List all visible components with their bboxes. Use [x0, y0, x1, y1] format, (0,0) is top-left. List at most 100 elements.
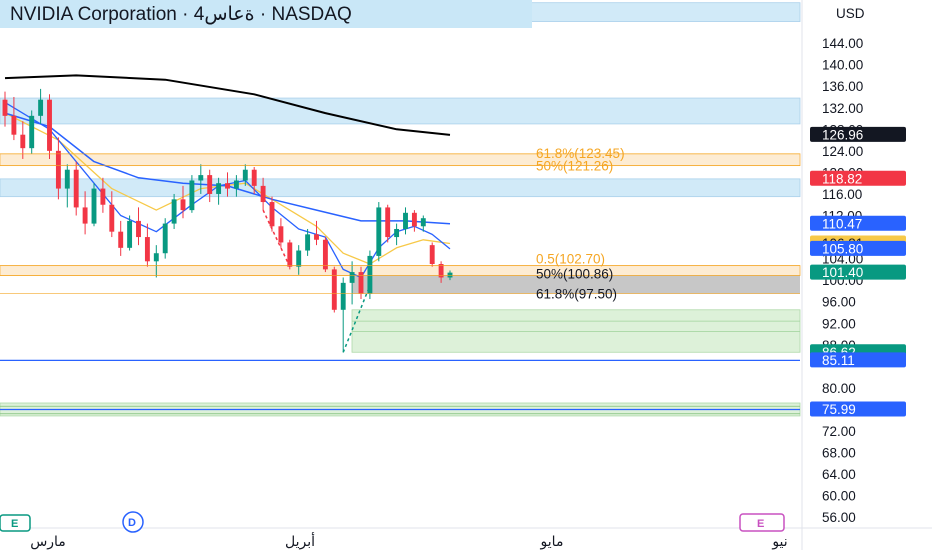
fib-label-3: 50%(100.86): [536, 267, 613, 282]
candle-10: [91, 183, 97, 227]
candle-body-23: [207, 175, 213, 194]
price-tick-5: 124.00: [822, 144, 863, 159]
candle-33: [296, 245, 302, 275]
candle-11: [100, 177, 106, 213]
zone-fib-4: [0, 265, 801, 276]
candle-body-40: [358, 272, 364, 294]
candle-body-22: [198, 175, 204, 181]
price-tick-17: 68.00: [822, 446, 856, 461]
candle-21: [189, 175, 195, 213]
candle-2: [20, 121, 26, 159]
zone-blue-1: [0, 97, 801, 125]
candle-12: [109, 191, 115, 238]
price-tick-19: 60.00: [822, 489, 856, 504]
price-axis[interactable]: 144.00140.00136.00132.00128.00124.00120.…: [822, 36, 863, 525]
candle-18: [162, 218, 168, 259]
candle-44: [394, 223, 400, 246]
fib-label-4: 61.8%(97.50): [536, 287, 617, 302]
candle-27: [242, 164, 248, 186]
ema-fast-line: [4, 112, 451, 225]
earnings-marker-right[interactable]: E: [739, 513, 785, 532]
candle-41: [367, 250, 373, 300]
candle-body-28: [251, 169, 257, 186]
candle-body-36: [322, 239, 328, 270]
candle-45: [403, 207, 408, 235]
candle-body-27: [242, 169, 248, 181]
price-tick-7: 116.00: [822, 187, 862, 202]
candle-body-21: [189, 180, 195, 211]
candle-1: [11, 96, 17, 141]
price-tag-label-2: 110.47: [822, 216, 862, 231]
candle-16: [144, 223, 150, 267]
candle-body-14: [127, 220, 133, 248]
candle-37: [331, 266, 337, 313]
price-tag-1: 118.82: [810, 170, 906, 186]
candle-body-32: [287, 242, 293, 267]
candle-14: [127, 215, 133, 251]
price-tick-20: 56.00: [822, 510, 856, 525]
candle-43: [385, 204, 391, 243]
candle-body-42: [376, 207, 382, 256]
price-tag-0: 126.96: [810, 126, 906, 142]
chart-title: NVIDIA Corporation · 4ةعاس · NASDAQ: [10, 4, 352, 25]
candle-34: [305, 228, 311, 256]
price-tick-0: 144.00: [822, 36, 863, 51]
candle-body-38: [340, 282, 346, 310]
candle-body-43: [385, 207, 391, 238]
fib-label-0: 61.8%(123.45): [536, 146, 625, 161]
candle-35: [314, 220, 319, 246]
zone-blue-3: [0, 178, 801, 198]
price-tag-label-1: 118.82: [822, 171, 862, 186]
dividend-marker[interactable]: D: [122, 511, 144, 533]
candle-body-3: [29, 115, 35, 149]
candle-body-37: [331, 269, 337, 310]
price-tick-2: 136.00: [822, 79, 863, 94]
time-axis[interactable]: مارس أبريل مايو نيو: [30, 532, 787, 550]
candle-42: [376, 202, 382, 262]
fib-levels: 61.8%(123.45)50%(121.26) 0.5(102.70)50%(1…: [0, 146, 800, 302]
month-label-2: مايو: [540, 534, 564, 550]
month-label-1: أبريل: [285, 532, 315, 550]
candle-39: [349, 261, 355, 305]
month-label-0: مارس: [30, 534, 66, 550]
price-tag-8: 75.99: [810, 401, 906, 417]
candle-body-34: [305, 234, 311, 251]
candle-38: [340, 277, 346, 353]
candle-body-16: [144, 237, 150, 262]
candle-31: [278, 218, 284, 248]
candle-body-30: [269, 202, 275, 227]
price-tick-12: 92.00: [822, 316, 856, 331]
fib-label-1: 50%(121.26): [536, 159, 613, 174]
candle-body-45: [403, 212, 408, 229]
candle-0: [2, 91, 8, 127]
candle-body-46: [411, 212, 417, 227]
candle-body-44: [394, 228, 400, 238]
candle-body-20: [180, 199, 186, 211]
candle-26: [233, 175, 239, 197]
earnings-marker-left-label: E: [11, 518, 18, 530]
price-tick-16: 72.00: [822, 424, 856, 439]
candle-48: [429, 242, 435, 267]
price-tag-5: 101.40: [810, 264, 906, 280]
candle-body-47: [420, 218, 426, 227]
candle-body-39: [349, 272, 355, 283]
candle-25: [225, 172, 230, 197]
price-tag-label-0: 126.96: [822, 127, 863, 142]
candle-body-17: [153, 253, 159, 262]
candle-13: [118, 220, 124, 256]
earnings-marker-left[interactable]: E: [0, 514, 31, 532]
candle-body-18: [162, 223, 168, 254]
candle-body-5: [47, 99, 52, 151]
price-tick-14: 80.00: [822, 381, 856, 396]
candle-5: [47, 94, 52, 159]
candle-body-26: [233, 180, 239, 189]
candle-6: [55, 137, 61, 200]
ema-mid-line: [4, 101, 451, 279]
candle-17: [153, 245, 159, 278]
indicator-lines: [4, 74, 451, 353]
candle-body-0: [2, 99, 8, 116]
price-tag-4: 105.80: [810, 240, 906, 256]
price-tag-bg-7: [810, 352, 906, 368]
price-tag-bg-0: [810, 126, 906, 142]
